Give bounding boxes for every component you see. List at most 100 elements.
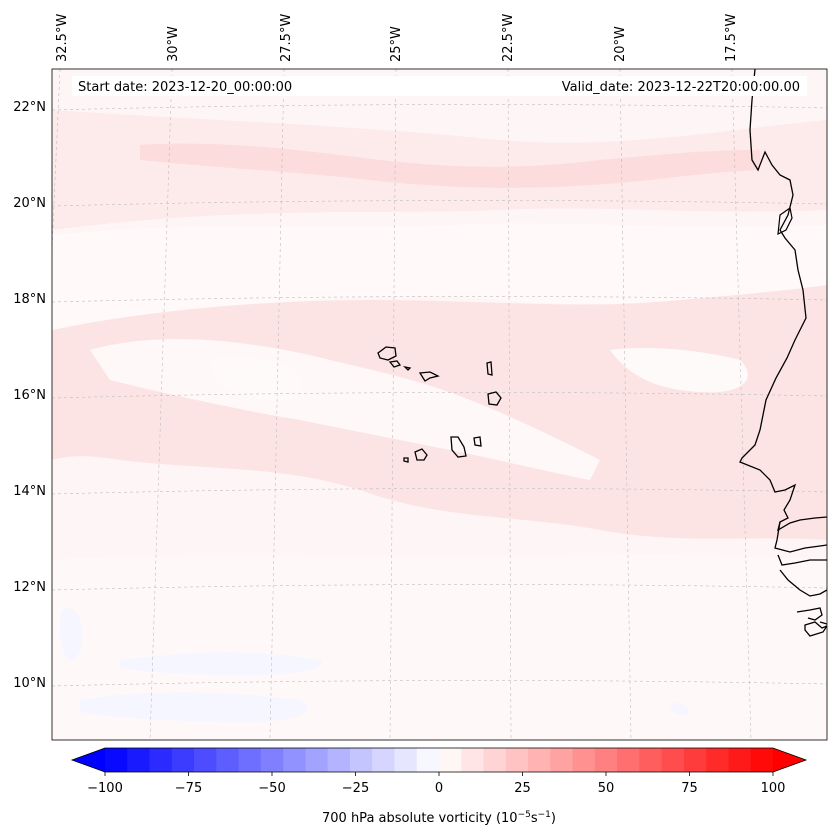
colorbar-cell xyxy=(594,748,618,772)
colorbar-tick-label: 25 xyxy=(514,781,531,796)
parallel-10n xyxy=(52,680,827,687)
date-info-box xyxy=(72,76,807,96)
colorbar-title: 700 hPa absolute vorticity (10−5s−1) xyxy=(322,810,556,826)
colorbar-cell xyxy=(572,748,596,772)
colorbar-tick-label: −75 xyxy=(175,781,202,796)
colorbar-tick-label: 75 xyxy=(681,781,698,796)
lon-label-22-5w: 22.5°W xyxy=(501,14,516,62)
island-sao-vicente xyxy=(388,360,402,368)
vorticity-white-patch-west xyxy=(210,355,303,402)
colorbar-cell xyxy=(260,748,284,772)
island-maio xyxy=(473,436,482,447)
colorbar-tick-label: −100 xyxy=(87,781,123,796)
island-sao-nicolau xyxy=(418,371,440,382)
vorticity-blue-patch-4 xyxy=(670,702,689,716)
lon-label-32-5w: 32.5°W xyxy=(55,14,70,62)
colorbar-tick-label: −25 xyxy=(342,781,369,796)
parallel-22n xyxy=(52,104,827,111)
lat-label-16n: 16°N xyxy=(13,388,46,403)
colorbar-cell xyxy=(528,748,551,772)
island-boa-vista xyxy=(487,391,502,406)
lat-label-22n: 22°N xyxy=(13,100,46,115)
lon-label-20w: 20°W xyxy=(613,26,628,62)
colorbar-cell xyxy=(105,748,128,772)
colorbar-cell xyxy=(127,748,151,772)
lat-label-18n: 18°N xyxy=(13,292,46,307)
meridian-22-5w xyxy=(507,69,512,740)
lon-label-27-5w: 27.5°W xyxy=(279,14,294,62)
parallel-14n xyxy=(52,488,827,495)
colorbar-cell xyxy=(327,748,351,772)
island-brava xyxy=(403,457,409,463)
vorticity-white-patch-east xyxy=(610,348,748,393)
vorticity-south xyxy=(52,554,827,740)
meridian-30w xyxy=(149,69,173,740)
lon-label-17-5w: 17.5°W xyxy=(724,14,739,62)
colorbar-cell xyxy=(394,748,418,772)
colorbar-cell xyxy=(639,748,663,772)
colorbar-tick-label: 0 xyxy=(435,781,443,796)
longitude-labels: 32.5°W 30°W 27.5°W 25°W 22.5°W 20°W 17.5… xyxy=(55,14,739,62)
graticule xyxy=(52,69,827,740)
colorbar-min-extend xyxy=(72,748,105,772)
colorbar-cell xyxy=(305,748,329,772)
meridian-17-5w xyxy=(731,69,752,740)
island-sal xyxy=(486,361,493,376)
colorbar-cell xyxy=(149,748,173,772)
latitude-labels: 22°N 20°N 18°N 16°N 14°N 12°N 10°N xyxy=(13,100,46,691)
vorticity-blue-patch-1 xyxy=(80,692,308,722)
parallel-18n xyxy=(52,296,827,303)
vorticity-streak-north xyxy=(140,143,760,188)
colorbar-cell xyxy=(238,748,262,772)
parallel-12n xyxy=(52,584,827,591)
island-santo-antao xyxy=(377,346,397,361)
parallel-16n xyxy=(52,392,827,399)
colorbar-cells xyxy=(105,748,774,772)
island-santiago xyxy=(450,436,467,458)
colorbar-cell xyxy=(683,748,707,772)
colorbar-tick-label: 100 xyxy=(761,781,786,796)
colorbar-cell xyxy=(416,748,440,772)
island-santa-luzia xyxy=(403,365,412,371)
start-date-text: Start date: 2023-12-20_00:00:00 xyxy=(78,80,292,95)
colorbar-cell xyxy=(171,748,195,772)
colorbar-cell xyxy=(706,748,729,772)
meridian-20w xyxy=(619,69,632,740)
colorbar-tick-label: −50 xyxy=(258,781,285,796)
lat-label-12n: 12°N xyxy=(13,580,46,595)
colorbar-cell xyxy=(349,748,373,772)
colorbar-cell xyxy=(372,748,395,772)
lat-label-10n: 10°N xyxy=(13,676,46,691)
colorbar-ticks: −100 −75 −50 −25 0 25 50 75 100 xyxy=(87,772,785,796)
colorbar-cell xyxy=(750,748,774,772)
colorbar-cell xyxy=(505,748,529,772)
island-fogo xyxy=(414,448,428,461)
colorbar-cell xyxy=(194,748,217,772)
parallel-20n xyxy=(52,200,827,207)
cape-verde-islands xyxy=(377,346,502,463)
colorbar-cell xyxy=(283,748,306,772)
colorbar-cell xyxy=(483,748,507,772)
map-frame xyxy=(51,68,828,741)
coastline-africa xyxy=(739,69,827,532)
coastline-dakar-islands xyxy=(777,206,793,236)
colorbar-cell xyxy=(216,748,240,772)
colorbar-max-extend xyxy=(773,748,806,772)
colorbar: −100 −75 −50 −25 0 25 50 75 100 700 hPa absolute… xyxy=(70,747,808,826)
vorticity-field xyxy=(52,69,827,740)
colorbar-cell xyxy=(728,748,752,772)
lon-label-30w: 30°W xyxy=(166,26,181,62)
coastline-senegal-gambia xyxy=(774,521,827,637)
valid-date-text: Valid_date: 2023-12-22T20:00:00.00 xyxy=(562,80,800,95)
colorbar-cell xyxy=(661,748,685,772)
colorbar-tick-label: 50 xyxy=(598,781,615,796)
lat-label-14n: 14°N xyxy=(13,484,46,499)
colorbar-cell xyxy=(461,748,485,772)
lat-label-20n: 20°N xyxy=(13,196,46,211)
colorbar-cell xyxy=(617,748,640,772)
meridian-27-5w xyxy=(269,69,285,740)
meridian-25w xyxy=(389,69,397,740)
vorticity-blue-patch-3 xyxy=(60,608,83,661)
lon-label-25w: 25°W xyxy=(389,26,404,62)
